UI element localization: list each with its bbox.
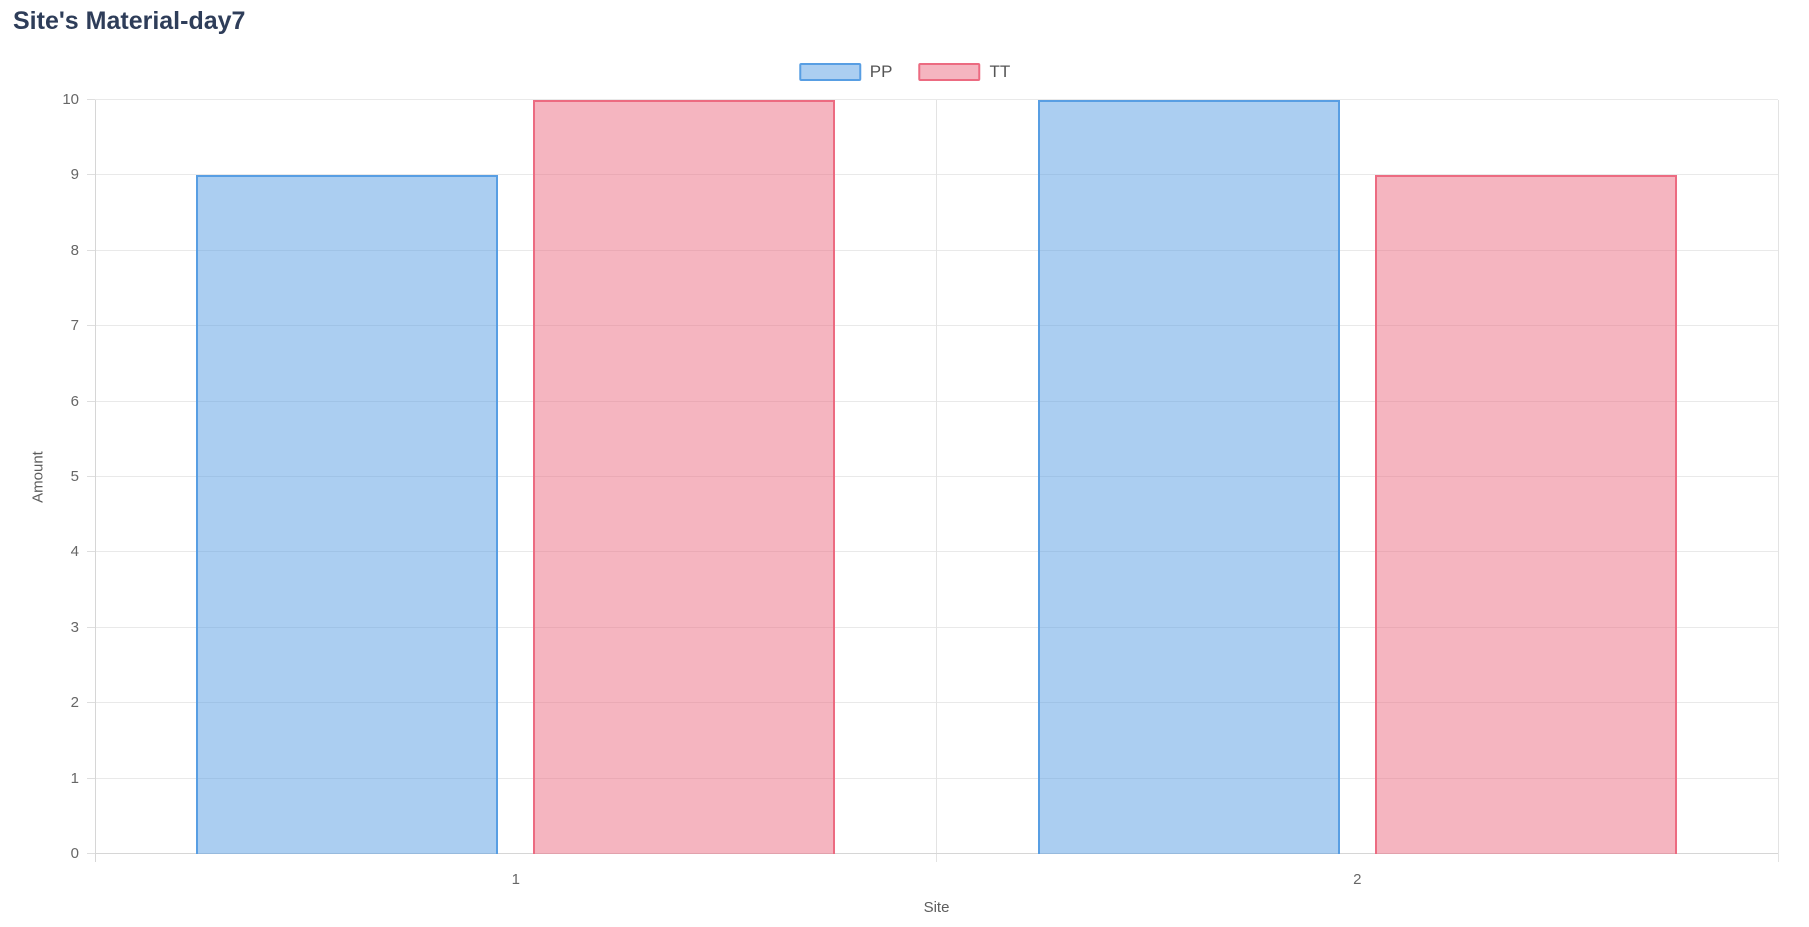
y-tick-label: 6 xyxy=(70,392,79,410)
category-boundary-gridline xyxy=(1777,100,1779,862)
legend-label: TT xyxy=(989,62,1011,81)
y-tick-mark xyxy=(87,853,95,854)
y-tick-label: 2 xyxy=(70,694,79,712)
y-tick-mark xyxy=(87,777,95,779)
bar-tt-site-2[interactable] xyxy=(1374,175,1677,854)
y-tick-label: 4 xyxy=(70,543,79,561)
legend-item-pp[interactable]: PP xyxy=(798,62,893,82)
legend-swatch-tt xyxy=(918,63,981,81)
y-tick-label: 0 xyxy=(70,845,79,862)
y-tick-mark xyxy=(87,249,95,251)
y-axis-title: Amount xyxy=(29,451,47,503)
y-tick-mark xyxy=(87,325,95,327)
x-tick-label: 2 xyxy=(1353,871,1362,888)
legend-label: PP xyxy=(869,62,893,81)
category-boundary-gridline xyxy=(936,100,937,862)
y-tick-label: 10 xyxy=(62,91,79,108)
y-tick-label: 5 xyxy=(70,468,79,485)
x-tick-label: 1 xyxy=(511,871,520,888)
x-axis-line xyxy=(95,853,1778,854)
y-tick-mark xyxy=(87,174,95,176)
y-tick-mark xyxy=(87,702,95,704)
y-tick-mark xyxy=(87,626,95,628)
chart-title: Site's Material-day7 xyxy=(13,7,246,35)
y-axis-line xyxy=(95,100,96,862)
y-tick-label: 3 xyxy=(70,618,79,636)
x-axis-title: Site xyxy=(923,899,950,916)
chart-legend: PP TT xyxy=(798,62,1010,82)
y-gridline xyxy=(95,99,1778,100)
y-tick-label: 9 xyxy=(70,166,79,184)
y-tick-mark xyxy=(87,476,95,477)
y-tick-label: 7 xyxy=(70,317,79,335)
legend-swatch-pp xyxy=(798,63,861,81)
y-tick-mark xyxy=(87,551,95,553)
bar-pp-site-2[interactable] xyxy=(1037,100,1340,854)
legend-item-tt[interactable]: TT xyxy=(918,62,1010,82)
bar-pp-site-1[interactable] xyxy=(196,175,499,854)
y-tick-mark xyxy=(87,99,95,100)
y-tick-label: 1 xyxy=(70,769,79,787)
bar-tt-site-1[interactable] xyxy=(533,100,836,854)
y-tick-mark xyxy=(87,400,95,402)
y-tick-label: 8 xyxy=(70,241,79,259)
